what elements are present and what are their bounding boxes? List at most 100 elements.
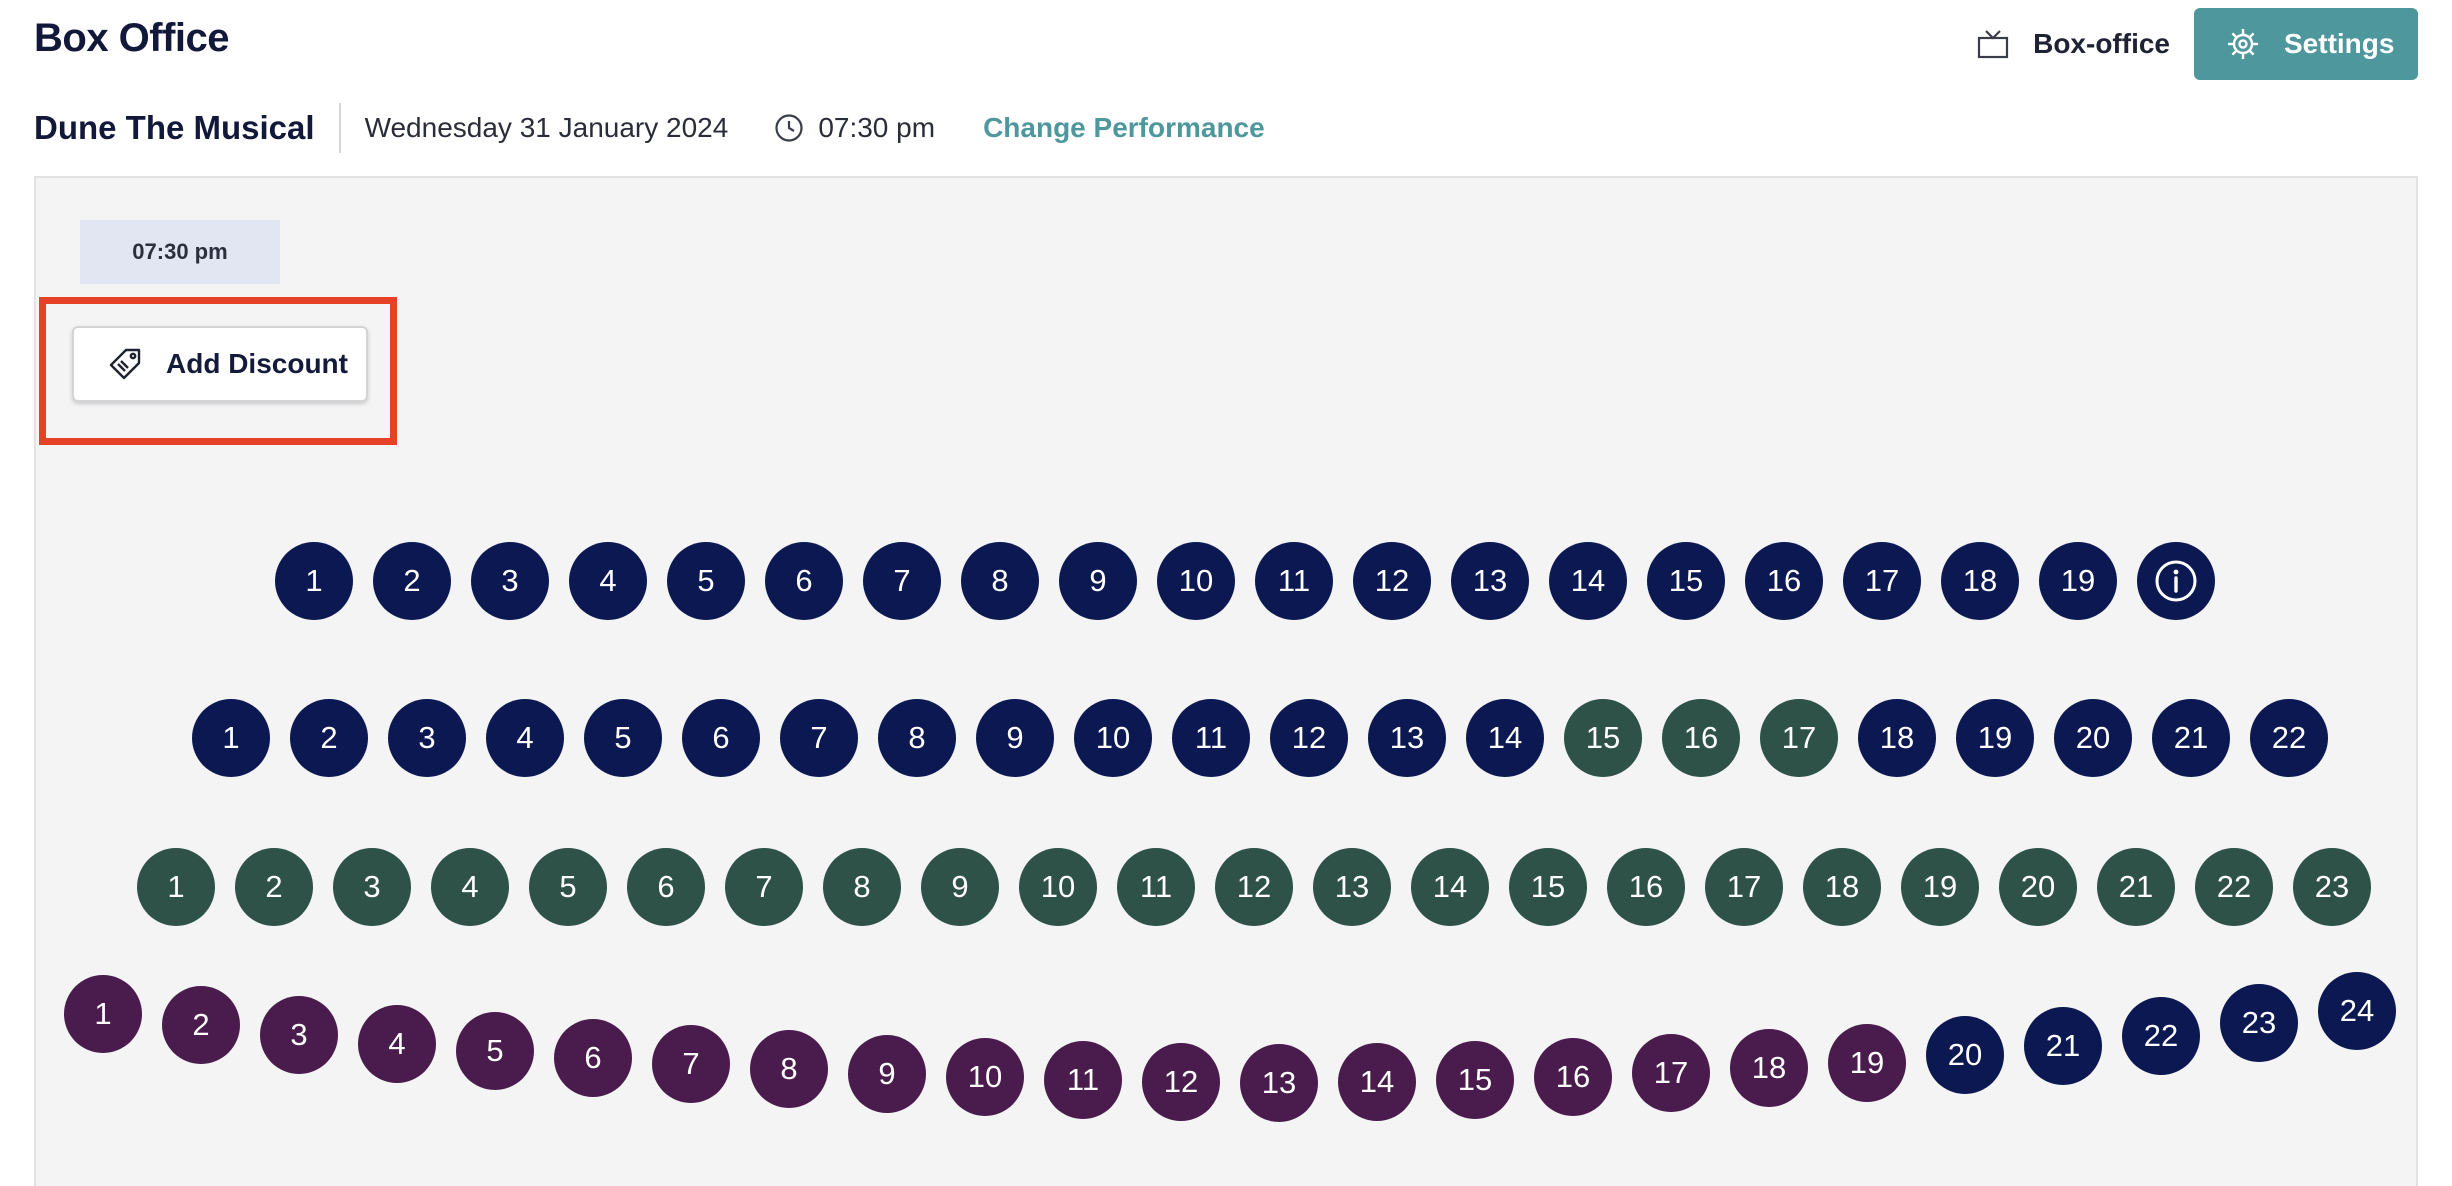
seat-row2-11[interactable]: 11 [1172, 699, 1250, 777]
seat-row3-8[interactable]: 8 [823, 848, 901, 926]
seat-row4-11[interactable]: 11 [1044, 1041, 1122, 1119]
seat-row4-9[interactable]: 9 [848, 1035, 926, 1113]
seat-row1-18[interactable]: 18 [1941, 542, 2019, 620]
seat-row4-18[interactable]: 18 [1730, 1029, 1808, 1107]
seat-row4-3[interactable]: 3 [260, 996, 338, 1074]
settings-button[interactable]: Settings [2194, 8, 2418, 80]
seat-row2-17[interactable]: 17 [1760, 699, 1838, 777]
seat-row4-19[interactable]: 19 [1828, 1024, 1906, 1102]
seat-row3-9[interactable]: 9 [921, 848, 999, 926]
seat-row4-22[interactable]: 22 [2122, 997, 2200, 1075]
seat-row4-23[interactable]: 23 [2220, 984, 2298, 1062]
seat-row4-24[interactable]: 24 [2318, 972, 2396, 1050]
seat-row4-13[interactable]: 13 [1240, 1044, 1318, 1122]
seat-row1-8[interactable]: 8 [961, 542, 1039, 620]
seat-row3-22[interactable]: 22 [2195, 848, 2273, 926]
seat-row2-19[interactable]: 19 [1956, 699, 2034, 777]
clock-icon [775, 114, 803, 142]
seat-row2-18[interactable]: 18 [1858, 699, 1936, 777]
seat-row4-4[interactable]: 4 [358, 1005, 436, 1083]
box-office-link[interactable]: Box-office [1967, 8, 2194, 80]
seat-row2-22[interactable]: 22 [2250, 699, 2328, 777]
seat-row1-4[interactable]: 4 [569, 542, 647, 620]
seat-row2-8[interactable]: 8 [878, 699, 956, 777]
seat-row1-17[interactable]: 17 [1843, 542, 1921, 620]
highlight-box [39, 297, 397, 445]
seat-row3-14[interactable]: 14 [1411, 848, 1489, 926]
seat-row3-10[interactable]: 10 [1019, 848, 1097, 926]
seat-row3-5[interactable]: 5 [529, 848, 607, 926]
seat-row3-6[interactable]: 6 [627, 848, 705, 926]
seat-row2-14[interactable]: 14 [1466, 699, 1544, 777]
seat-row1-19[interactable]: 19 [2039, 542, 2117, 620]
seat-row1-9[interactable]: 9 [1059, 542, 1137, 620]
settings-label: Settings [2284, 28, 2395, 59]
seat-row3-23[interactable]: 23 [2293, 848, 2371, 926]
seat-row1-2[interactable]: 2 [373, 542, 451, 620]
seat-row3-1[interactable]: 1 [137, 848, 215, 926]
seat-row1-5[interactable]: 5 [667, 542, 745, 620]
info-icon [2155, 560, 2197, 602]
seat-row4-5[interactable]: 5 [456, 1012, 534, 1090]
seat-row3-18[interactable]: 18 [1803, 848, 1881, 926]
seat-row3-20[interactable]: 20 [1999, 848, 2077, 926]
seat-row3-4[interactable]: 4 [431, 848, 509, 926]
seat-row1-14[interactable]: 14 [1549, 542, 1627, 620]
seat-row2-9[interactable]: 9 [976, 699, 1054, 777]
seat-row4-1[interactable]: 1 [64, 975, 142, 1053]
seat-row3-7[interactable]: 7 [725, 848, 803, 926]
seat-row2-13[interactable]: 13 [1368, 699, 1446, 777]
seat-row1-13[interactable]: 13 [1451, 542, 1529, 620]
seat-row4-20[interactable]: 20 [1926, 1016, 2004, 1094]
seat-row2-7[interactable]: 7 [780, 699, 858, 777]
change-performance-link[interactable]: Change Performance [983, 112, 1265, 143]
seat-row4-16[interactable]: 16 [1534, 1038, 1612, 1116]
seat-row2-3[interactable]: 3 [388, 699, 466, 777]
seat-row4-2[interactable]: 2 [162, 986, 240, 1064]
seat-row2-6[interactable]: 6 [682, 699, 760, 777]
seat-row4-10[interactable]: 10 [946, 1038, 1024, 1116]
seat-row1-1[interactable]: 1 [275, 542, 353, 620]
seat-row2-20[interactable]: 20 [2054, 699, 2132, 777]
seat-row1-12[interactable]: 12 [1353, 542, 1431, 620]
gear-icon [2228, 29, 2258, 59]
seat-row4-8[interactable]: 8 [750, 1030, 828, 1108]
seat-row4-12[interactable]: 12 [1142, 1043, 1220, 1121]
seat-row2-21[interactable]: 21 [2152, 699, 2230, 777]
seat-row1-16[interactable]: 16 [1745, 542, 1823, 620]
seat-row1-6[interactable]: 6 [765, 542, 843, 620]
seat-row4-6[interactable]: 6 [554, 1019, 632, 1097]
seat-row2-5[interactable]: 5 [584, 699, 662, 777]
seat-row2-16[interactable]: 16 [1662, 699, 1740, 777]
seat-row4-17[interactable]: 17 [1632, 1034, 1710, 1112]
seat-row3-3[interactable]: 3 [333, 848, 411, 926]
seat-row2-12[interactable]: 12 [1270, 699, 1348, 777]
seat-row3-11[interactable]: 11 [1117, 848, 1195, 926]
seat-row4-21[interactable]: 21 [2024, 1007, 2102, 1085]
tv-icon [1977, 30, 2009, 59]
seat-row3-15[interactable]: 15 [1509, 848, 1587, 926]
seat-row1-11[interactable]: 11 [1255, 542, 1333, 620]
seat-row3-2[interactable]: 2 [235, 848, 313, 926]
performance-time-chip[interactable]: 07:30 pm [80, 220, 280, 284]
seat-row3-12[interactable]: 12 [1215, 848, 1293, 926]
seat-row4-14[interactable]: 14 [1338, 1043, 1416, 1121]
seat-row4-7[interactable]: 7 [652, 1025, 730, 1103]
add-discount-button[interactable]: Add Discount [72, 326, 368, 402]
seat-row3-17[interactable]: 17 [1705, 848, 1783, 926]
seat-row1-3[interactable]: 3 [471, 542, 549, 620]
seat-row2-1[interactable]: 1 [192, 699, 270, 777]
seat-row3-19[interactable]: 19 [1901, 848, 1979, 926]
seat-row2-10[interactable]: 10 [1074, 699, 1152, 777]
seat-row2-2[interactable]: 2 [290, 699, 368, 777]
seat-row3-13[interactable]: 13 [1313, 848, 1391, 926]
seat-row1-10[interactable]: 10 [1157, 542, 1235, 620]
seat-row2-15[interactable]: 15 [1564, 699, 1642, 777]
seat-row3-16[interactable]: 16 [1607, 848, 1685, 926]
seat-row1-15[interactable]: 15 [1647, 542, 1725, 620]
seat-row1-7[interactable]: 7 [863, 542, 941, 620]
seat-row4-15[interactable]: 15 [1436, 1041, 1514, 1119]
seat-row3-21[interactable]: 21 [2097, 848, 2175, 926]
row-info-button[interactable] [2137, 542, 2215, 620]
seat-row2-4[interactable]: 4 [486, 699, 564, 777]
